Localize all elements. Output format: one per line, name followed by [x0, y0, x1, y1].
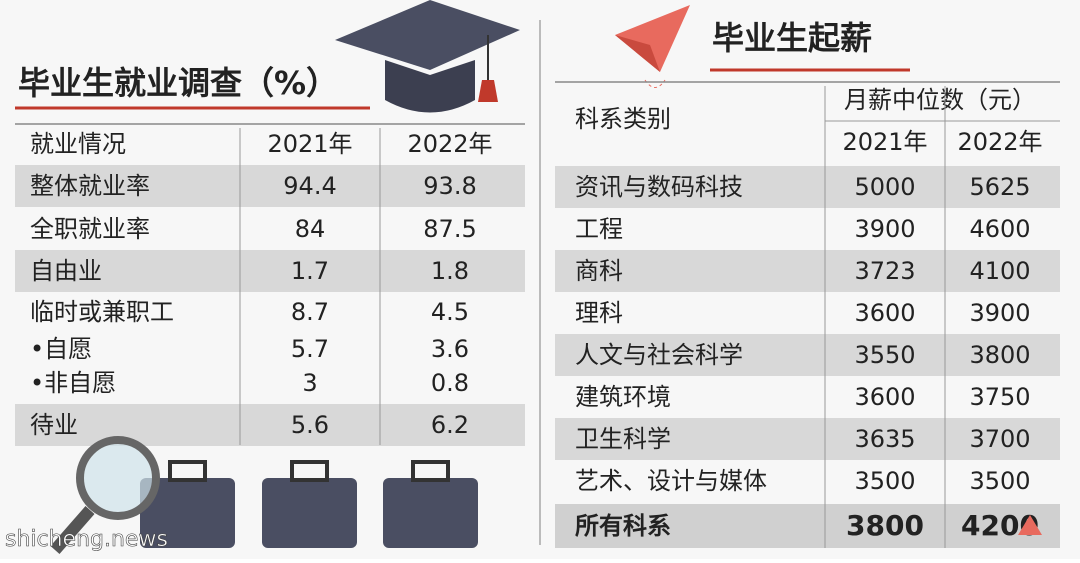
cell: 3500 — [854, 467, 915, 495]
cell: 待业 — [30, 411, 78, 439]
cell: 6.2 — [431, 411, 469, 439]
cell: 0.8 — [431, 369, 469, 397]
cell: 艺术、设计与媒体 — [575, 467, 767, 495]
cell: 建筑环境 — [575, 383, 671, 411]
cell: 1.8 — [431, 257, 469, 285]
cell: 3900 — [969, 299, 1030, 327]
salary-title: 毕业生起薪 — [712, 19, 872, 57]
header-cell: 科系类别 — [575, 105, 671, 133]
cell: 工程 — [575, 215, 623, 243]
cell: 4100 — [969, 257, 1030, 285]
cell: 3800 — [969, 341, 1030, 369]
cell: 4.5 — [431, 298, 469, 326]
total-cell: 所有科系 — [575, 512, 671, 540]
header-cell: 2021年 — [842, 128, 927, 156]
header-cell: 2022年 — [407, 130, 492, 158]
row-band — [555, 250, 1060, 292]
cell: 5625 — [969, 173, 1030, 201]
watermark: shicheng.news — [5, 527, 168, 552]
cell: 84 — [295, 215, 326, 243]
cell: 3500 — [969, 467, 1030, 495]
cell: 4600 — [969, 215, 1030, 243]
total-band — [555, 504, 1060, 548]
cell: 3600 — [854, 383, 915, 411]
row-band — [555, 166, 1060, 208]
cell: 资讯与数码科技 — [575, 173, 743, 201]
cell: 1.7 — [291, 257, 329, 285]
cell: 5.6 — [291, 411, 329, 439]
cell: 3635 — [854, 425, 915, 453]
cell: 3 — [302, 369, 317, 397]
header-cell: 2021年 — [267, 130, 352, 158]
cell: 全职就业率 — [30, 215, 150, 243]
cell: 3900 — [854, 215, 915, 243]
cell: 3700 — [969, 425, 1030, 453]
cell: 人文与社会科学 — [575, 341, 743, 369]
cell: 理科 — [575, 299, 623, 327]
cell: 3550 — [854, 341, 915, 369]
cell: 商科 — [575, 257, 623, 285]
total-cell: 3800 — [846, 509, 924, 542]
header-cell: 就业情况 — [30, 130, 126, 158]
briefcases — [140, 460, 478, 548]
cell: 94.4 — [283, 172, 336, 200]
cell: •非自愿 — [30, 369, 116, 397]
row-band — [15, 404, 525, 446]
graduation-cap — [335, 0, 520, 113]
header-cell: 2022年 — [957, 128, 1042, 156]
cell: 5000 — [854, 173, 915, 201]
cell: •自愿 — [30, 335, 92, 363]
row-band — [555, 418, 1060, 460]
cell: 临时或兼职工 — [30, 298, 174, 326]
cell: 5.7 — [291, 335, 329, 363]
cell: 8.7 — [291, 298, 329, 326]
cell: 3.6 — [431, 335, 469, 363]
cell: 卫生科学 — [575, 425, 671, 453]
cell: 自由业 — [30, 257, 102, 285]
header-cell: 月薪中位数（元） — [844, 86, 1036, 114]
cell: 87.5 — [423, 215, 476, 243]
arrow-icon — [1018, 515, 1042, 535]
cell: 93.8 — [423, 172, 476, 200]
cell: 整体就业率 — [30, 172, 150, 200]
magnifier — [50, 436, 160, 554]
row-band — [555, 334, 1060, 376]
row-band — [15, 250, 525, 292]
cell: 3600 — [854, 299, 915, 327]
cell: 3723 — [854, 257, 915, 285]
row-band — [15, 165, 525, 207]
cell: 3750 — [969, 383, 1030, 411]
employment-title: 毕业生就业调查（%） — [18, 64, 338, 102]
